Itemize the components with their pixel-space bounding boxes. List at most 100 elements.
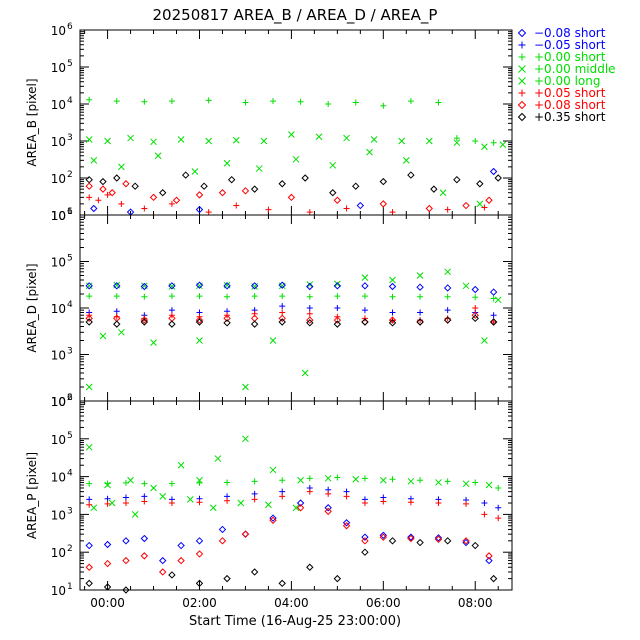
data-point <box>86 293 93 300</box>
data-point <box>453 139 461 147</box>
data-point <box>113 293 120 300</box>
data-point <box>407 499 414 506</box>
data-point <box>90 504 98 512</box>
data-point <box>333 316 342 324</box>
data-point <box>168 293 175 300</box>
data-point <box>407 98 414 105</box>
data-point <box>278 180 286 188</box>
data-point <box>430 185 438 193</box>
legend-item: −0.05 short <box>518 38 606 52</box>
data-point <box>233 202 240 209</box>
y-tick-exponent: 6 <box>67 207 73 217</box>
x-tick-label: 08:00 <box>458 596 493 610</box>
data-point <box>218 189 227 197</box>
y-tick-label: 10 <box>51 395 66 409</box>
data-point <box>150 484 157 492</box>
data-point <box>416 283 424 291</box>
data-point <box>333 282 342 290</box>
data-point <box>476 180 484 188</box>
data-point <box>140 534 149 543</box>
data-point <box>127 476 134 484</box>
y-tick-exponent: 1 <box>67 582 73 592</box>
data-point <box>279 309 286 316</box>
data-point <box>113 98 120 105</box>
data-point <box>443 537 452 545</box>
data-point <box>361 500 368 507</box>
data-point <box>186 496 194 503</box>
data-point <box>191 168 199 175</box>
data-point <box>196 293 203 300</box>
data-point <box>380 102 387 109</box>
data-point <box>499 141 507 148</box>
y-axis-label: AREA_P [pixel] <box>25 452 39 539</box>
legend-label: +0.00 long <box>534 74 601 88</box>
data-point <box>154 152 162 160</box>
data-point <box>379 200 388 208</box>
data-point <box>159 556 167 565</box>
data-point <box>490 312 497 319</box>
data-point <box>278 318 286 326</box>
data-point <box>177 556 185 565</box>
data-point <box>495 484 502 491</box>
data-point <box>131 511 139 518</box>
data-point <box>269 337 277 344</box>
data-point <box>241 187 250 195</box>
data-point <box>140 316 149 324</box>
data-point <box>471 311 479 319</box>
data-point <box>333 574 342 583</box>
data-point <box>453 135 460 142</box>
data-point <box>485 552 493 560</box>
data-point <box>306 475 313 482</box>
legend-marker <box>517 28 527 38</box>
data-point <box>195 316 204 324</box>
data-point <box>361 282 369 290</box>
data-point <box>196 499 203 506</box>
data-point <box>279 493 286 500</box>
data-point <box>223 159 231 167</box>
data-point <box>425 204 433 213</box>
legend-label: +0.05 short <box>534 86 606 100</box>
data-point <box>196 337 203 344</box>
data-point <box>443 284 452 292</box>
data-point <box>306 563 314 571</box>
data-point <box>388 319 397 327</box>
data-point <box>260 137 268 145</box>
data-point <box>251 293 258 300</box>
data-point <box>223 314 231 323</box>
data-point <box>195 550 204 558</box>
data-point <box>104 500 111 507</box>
data-point <box>495 515 502 522</box>
y-tick-exponent: 5 <box>67 254 73 264</box>
data-point <box>196 476 203 484</box>
y-tick-label: 10 <box>51 61 66 75</box>
data-point <box>224 479 231 486</box>
data-point <box>168 282 176 290</box>
data-point <box>209 504 217 512</box>
data-point <box>279 293 286 300</box>
data-point <box>250 282 259 290</box>
data-point <box>113 308 120 315</box>
data-point <box>398 137 406 145</box>
data-point <box>379 531 388 540</box>
data-point <box>342 519 351 527</box>
data-point <box>85 541 93 550</box>
data-point <box>279 477 286 484</box>
legend-marker <box>517 112 527 122</box>
legend-label: −0.05 short <box>534 38 606 52</box>
data-point <box>269 514 277 522</box>
data-point <box>361 533 369 541</box>
data-point <box>104 137 111 145</box>
legend-item: +0.08 short <box>517 98 606 112</box>
data-point <box>489 574 498 583</box>
data-point <box>118 328 125 336</box>
data-point <box>269 516 277 524</box>
data-point <box>224 497 231 504</box>
data-point <box>177 461 185 469</box>
data-point <box>388 316 397 324</box>
data-point <box>329 189 337 197</box>
data-point <box>85 318 93 326</box>
data-point <box>195 537 204 545</box>
